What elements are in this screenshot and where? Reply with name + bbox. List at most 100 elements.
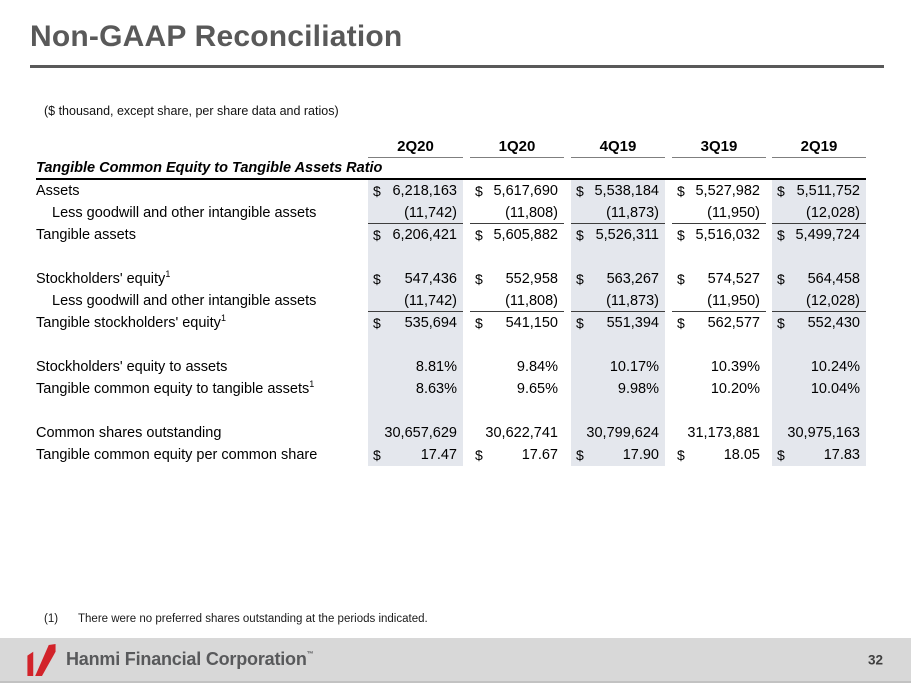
cell-value: 5,516,032: [695, 227, 760, 243]
value-cell: 9.65%: [470, 378, 564, 400]
cell-value: 17.83: [823, 447, 860, 463]
cell-value: 5,527,982: [695, 183, 760, 199]
value-cell: [772, 334, 866, 356]
cell-value: (11,873): [606, 292, 659, 309]
cell-value: 5,499,724: [795, 227, 860, 243]
row-label: Stockholders' equity1: [36, 269, 171, 287]
cell-value: 562,577: [707, 315, 760, 331]
dollar-sign: $: [777, 447, 785, 463]
row-label: Tangible assets: [36, 227, 136, 243]
cell-value: 5,511,752: [796, 183, 860, 199]
cell-value: 8.81%: [415, 359, 457, 375]
cell-value: 5,617,690: [493, 183, 558, 199]
value-cell: [571, 334, 665, 356]
spacer-row: [36, 334, 866, 356]
dollar-sign: $: [677, 315, 685, 331]
dollar-sign: $: [475, 271, 483, 287]
value-cell: $547,436: [368, 268, 463, 290]
row-label: Less goodwill and other intangible asset…: [52, 205, 317, 221]
row-label: Stockholders' equity to assets: [36, 359, 228, 375]
value-cell: (11,808): [470, 202, 564, 224]
value-cell: 8.81%: [368, 356, 463, 378]
value-cell: [672, 400, 766, 422]
cell-value: 535,694: [404, 315, 457, 331]
value-cell: 30,622,741: [470, 422, 564, 444]
value-cell: [470, 400, 564, 422]
brand-trademark: ™: [306, 651, 314, 658]
value-cell: 9.84%: [470, 356, 564, 378]
footnote-ref: 1: [220, 313, 226, 324]
title-divider: [30, 65, 884, 68]
table-row: Less goodwill and other intangible asset…: [36, 202, 866, 224]
value-cell: [368, 400, 463, 422]
spacer-row: [36, 246, 866, 268]
value-cell: [772, 246, 866, 268]
dollar-sign: $: [677, 271, 685, 287]
row-label: Tangible stockholders' equity1: [36, 313, 226, 331]
table-header-row: 2Q20 1Q20 4Q19 3Q19 2Q19: [36, 132, 866, 158]
value-cell: 30,799,624: [571, 422, 665, 444]
value-cell: [368, 334, 463, 356]
dollar-sign: $: [777, 227, 785, 243]
value-cell: 8.63%: [368, 378, 463, 400]
value-cell: $552,430: [772, 312, 866, 334]
value-cell: $563,267: [571, 268, 665, 290]
cell-value: 552,958: [505, 271, 558, 287]
value-cell: $564,458: [772, 268, 866, 290]
value-cell: 30,657,629: [368, 422, 463, 444]
footnote: (1) There were no preferred shares outsta…: [44, 613, 428, 625]
units-note: ($ thousand, except share, per share dat…: [44, 104, 339, 118]
value-cell: $5,499,724: [772, 224, 866, 246]
footnote-text: There were no preferred shares outstandi…: [78, 613, 428, 625]
cell-value: (11,808): [505, 292, 558, 309]
cell-value: 6,218,163: [392, 183, 457, 199]
table-row: Stockholders' equity1 $547,436 $552,958 $56…: [36, 268, 866, 290]
value-cell: $17.90: [571, 444, 665, 466]
cell-value: (11,873): [606, 204, 659, 221]
value-cell: $17.83: [772, 444, 866, 466]
row-label: Less goodwill and other intangible asset…: [52, 293, 317, 309]
dollar-sign: $: [576, 183, 584, 199]
column-header: 2Q20: [368, 132, 463, 158]
cell-value: 547,436: [404, 271, 457, 287]
section-label-row: Tangible Common Equity to Tangible Asset…: [36, 158, 866, 180]
value-cell: 9.98%: [571, 378, 665, 400]
value-cell: $5,617,690: [470, 180, 564, 202]
section-label: Tangible Common Equity to Tangible Asset…: [36, 160, 383, 176]
table-row: Assets $6,218,163 $5,617,690 $5,538,184 $5,5…: [36, 180, 866, 202]
value-cell: $552,958: [470, 268, 564, 290]
cell-value: 30,975,163: [787, 425, 860, 441]
cell-value: 10.39%: [710, 359, 760, 375]
table-row: Tangible stockholders' equity1 $535,694 $5…: [36, 312, 866, 334]
value-cell: (11,742): [368, 202, 463, 224]
value-cell: $541,150: [470, 312, 564, 334]
column-header: 3Q19: [672, 132, 766, 158]
value-cell: $5,605,882: [470, 224, 564, 246]
value-cell: (12,028): [772, 202, 866, 224]
footer-brand: Hanmi Financial Corporation™: [66, 649, 314, 669]
value-cell: $5,511,752: [772, 180, 866, 202]
row-label: Common shares outstanding: [36, 425, 222, 441]
dollar-sign: $: [777, 183, 785, 199]
cell-value: 17.90: [622, 447, 659, 463]
reconciliation-table: 2Q20 1Q20 4Q19 3Q19 2Q19 Tangible Common Equi…: [36, 132, 866, 466]
value-cell: (11,950): [672, 290, 766, 312]
dollar-sign: $: [576, 227, 584, 243]
value-cell: 10.04%: [772, 378, 866, 400]
dollar-sign: $: [373, 227, 381, 243]
value-cell: (11,873): [571, 290, 665, 312]
value-cell: $18.05: [672, 444, 766, 466]
cell-value: 564,458: [807, 271, 860, 287]
dollar-sign: $: [373, 271, 381, 287]
spacer-row: [36, 400, 866, 422]
cell-value: 17.47: [420, 447, 457, 463]
cell-value: (11,808): [505, 204, 558, 221]
value-cell: (11,950): [672, 202, 766, 224]
cell-value: 10.24%: [810, 359, 860, 375]
value-cell: 30,975,163: [772, 422, 866, 444]
value-cell: [672, 246, 766, 268]
dollar-sign: $: [475, 315, 483, 331]
dollar-sign: $: [677, 183, 685, 199]
value-cell: $17.67: [470, 444, 564, 466]
